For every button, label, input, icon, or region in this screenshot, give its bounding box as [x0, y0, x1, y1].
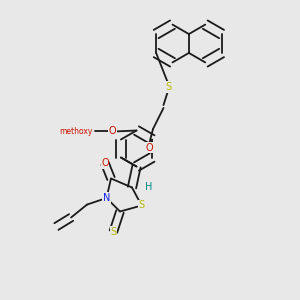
- Text: O: O: [109, 126, 116, 136]
- Text: S: S: [139, 200, 145, 211]
- Text: H: H: [145, 182, 152, 193]
- Text: O: O: [101, 158, 109, 169]
- Text: N: N: [103, 193, 110, 203]
- Text: methoxy: methoxy: [59, 127, 92, 136]
- Text: S: S: [110, 226, 116, 237]
- Text: S: S: [165, 82, 171, 92]
- Text: O: O: [145, 142, 153, 153]
